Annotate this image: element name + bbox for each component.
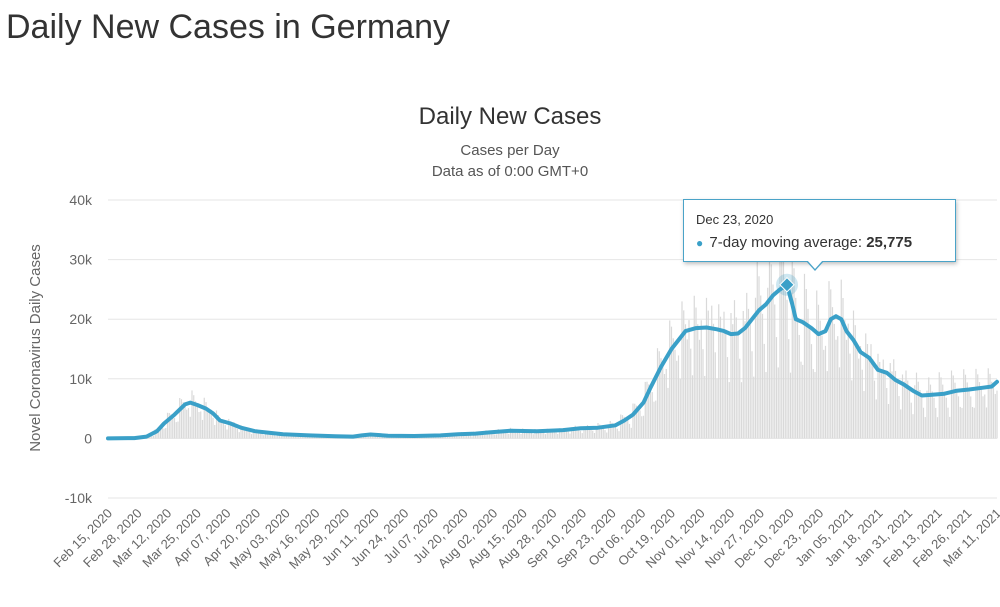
y-tick-label: 0	[84, 430, 92, 446]
moving-average-line	[106, 282, 999, 441]
y-tick-label: 20k	[69, 311, 93, 327]
y-tick-label: -10k	[65, 490, 93, 506]
highlight-point[interactable]	[779, 277, 795, 293]
series-dot-icon: ●	[696, 236, 704, 250]
chart-subtitle-2: Data as of 0:00 GMT+0	[432, 163, 588, 180]
page-title: Daily New Cases in Germany	[6, 8, 451, 46]
tooltip-date: Dec 23, 2020	[696, 212, 774, 227]
tooltip-row: ● 7-day moving average: 25,775	[696, 234, 943, 251]
tooltip-arrow-icon	[806, 260, 824, 271]
highlight-marker[interactable]	[776, 273, 798, 296]
tooltip-value: 25,775	[866, 234, 913, 251]
tooltip-series-label: 7-day moving average:	[709, 234, 863, 251]
chart-title: Daily New Cases	[419, 103, 602, 130]
y-axis-ticks: -10k 0 10k 20k 30k 40k	[65, 192, 93, 506]
y-tick-label: 40k	[69, 192, 93, 208]
y-tick-label: 30k	[69, 252, 93, 268]
data-tooltip: Dec 23, 2020 ● 7-day moving average: 25,…	[683, 199, 956, 262]
chart-subtitle: Cases per Day	[460, 142, 560, 159]
y-axis-label: Novel Coronavirus Daily Cases	[27, 244, 44, 452]
y-tick-label: 10k	[69, 371, 93, 387]
